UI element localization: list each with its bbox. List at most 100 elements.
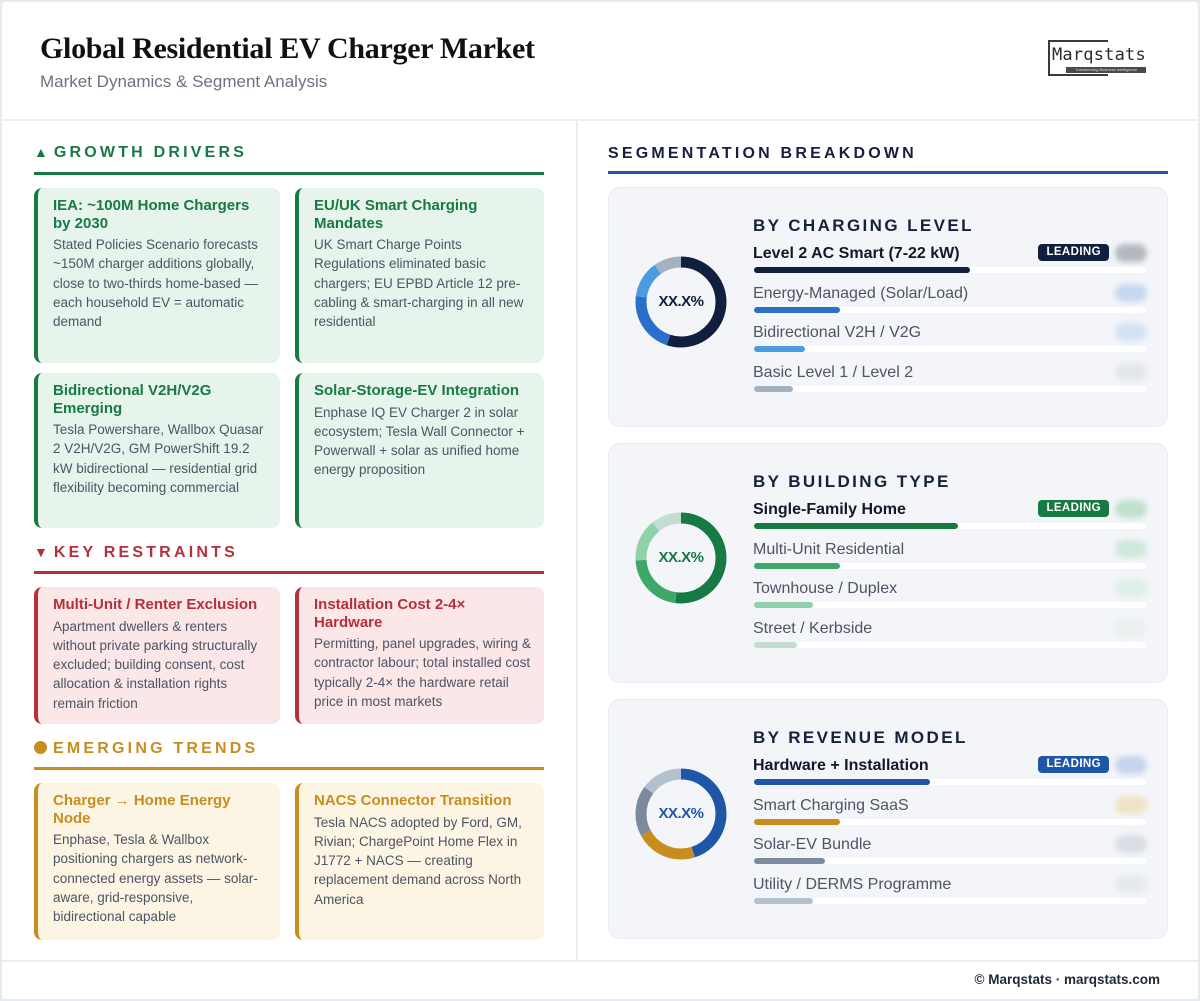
segment-label: Basic Level 1 / Level 2	[753, 364, 914, 382]
key-restraints-heading-text: KEY RESTRAINTS	[53, 544, 238, 561]
segment-label: Hardware + Installation	[753, 757, 929, 774]
segment-bar-track	[754, 346, 1146, 353]
emerging-trends-heading: EMERGING TRENDS	[34, 740, 258, 758]
segment-bar-fill	[754, 602, 813, 609]
footer-credit: © Marqstats · marqstats.com	[974, 972, 1161, 987]
donut-center-value: XX.X%	[658, 549, 704, 566]
segment-bar-track	[754, 523, 1146, 529]
key-restraints-rule	[34, 571, 544, 574]
triangle-up-icon: ▲	[34, 144, 48, 160]
restraint-card: Installation Cost 2-4× Hardware Permitti…	[295, 587, 544, 724]
segment-value-redacted	[1115, 579, 1147, 598]
card-body: Enphase, Tesla & Wallbox positioning cha…	[53, 832, 258, 925]
segment-row: Street / Kerbside	[753, 619, 1147, 659]
panel-title: BY REVENUE MODEL	[753, 728, 968, 747]
growth-drivers-heading-text: GROWTH DRIVERS	[53, 144, 248, 161]
growth-driver-card: Bidirectional V2H/V2G Emerging Tesla Pow…	[34, 373, 280, 528]
segment-row: Energy-Managed (Solar/Load)	[753, 283, 1147, 324]
segment-bar-track	[754, 386, 1146, 393]
segment-bar-track	[754, 779, 1146, 785]
segment-label: Townhouse / Duplex	[753, 580, 898, 598]
panel-title: BY BUILDING TYPE	[753, 472, 951, 491]
growth-drivers-heading: ▲ GROWTH DRIVERS	[34, 144, 247, 162]
donut-center-value: XX.X%	[658, 805, 704, 822]
donut-center-value: XX.X%	[658, 293, 704, 310]
card-body: Tesla NACS adopted by Ford, GM, Rivian; …	[314, 814, 522, 907]
card-title: EU/UK Smart Charging Mandates	[314, 197, 478, 232]
leading-badge: LEADING	[1038, 244, 1109, 261]
page-title: Global Residential EV Charger Market	[40, 32, 535, 65]
segment-bar-fill	[754, 898, 813, 905]
trend-card: NACS Connector Transition Tesla NACS ado…	[295, 783, 544, 940]
segment-row: Smart Charging SaaS	[753, 795, 1147, 836]
segment-bar-track	[754, 602, 1146, 609]
key-restraints-heading: ▼ KEY RESTRAINTS	[34, 544, 238, 562]
segment-row: Basic Level 1 / Level 2	[753, 363, 1147, 403]
segment-row: Level 2 AC Smart (7-22 kW) LEADING	[753, 244, 1147, 284]
growth-driver-card: IEA: ~100M Home Chargers by 2030 Stated …	[34, 188, 280, 363]
segment-label: Utility / DERMS Programme	[753, 876, 952, 894]
emerging-trends-heading-text: EMERGING TRENDS	[53, 740, 259, 757]
segment-bar-fill	[754, 858, 825, 865]
page-subtitle: Market Dynamics & Segment Analysis	[40, 72, 328, 91]
segment-bar-fill	[754, 306, 841, 313]
panel-title: BY CHARGING LEVEL	[753, 216, 974, 235]
segment-bar-fill	[754, 642, 798, 649]
card-title: NACS Connector Transition	[314, 792, 512, 809]
segment-row: Townhouse / Duplex	[753, 579, 1147, 619]
segment-value-redacted	[1115, 363, 1147, 382]
card-title: IEA: ~100M Home Chargers by 2030	[53, 197, 250, 232]
donut-chart	[635, 512, 727, 604]
segment-bar-track	[754, 818, 1146, 825]
card-title: Installation Cost 2-4× Hardware	[314, 596, 466, 631]
segment-value-redacted	[1115, 795, 1147, 814]
segment-row: Bidirectional V2H / V2G	[753, 323, 1147, 363]
segment-bar-fill	[754, 779, 931, 785]
growth-driver-card: EU/UK Smart Charging Mandates UK Smart C…	[295, 188, 544, 363]
segment-bar-track	[754, 562, 1146, 569]
card-body: Apartment dwellers & renters without pri…	[53, 618, 258, 711]
segment-bar-track	[754, 267, 1146, 273]
segment-bar-track	[754, 858, 1146, 865]
segment-row: Multi-Unit Residential	[753, 539, 1147, 580]
segment-label: Level 2 AC Smart (7-22 kW)	[753, 245, 960, 262]
segment-value-redacted	[1115, 283, 1147, 302]
trend-card: Charger → Home Energy Node Enphase, Tesl…	[34, 783, 280, 940]
column-divider	[576, 121, 578, 961]
segment-row: Hardware + Installation LEADING	[753, 756, 1147, 796]
card-title: Solar-Storage-EV Integration	[314, 382, 520, 399]
segment-value-redacted	[1115, 875, 1147, 894]
segment-bar-fill	[754, 523, 958, 529]
segment-row: Solar-EV Bundle	[753, 835, 1147, 875]
growth-drivers-rule	[34, 172, 544, 175]
segment-bar-track	[754, 642, 1146, 649]
segment-label: Street / Kerbside	[753, 620, 873, 638]
segment-value-redacted	[1115, 323, 1147, 342]
segment-value-redacted	[1115, 756, 1147, 774]
segment-rows: Single-Family Home LEADING Multi-Unit Re…	[753, 500, 1147, 659]
growth-driver-card: Solar-Storage-EV Integration Enphase IQ …	[295, 373, 544, 528]
card-title: Bidirectional V2H/V2G Emerging	[53, 382, 212, 417]
segmentation-rule	[608, 171, 1168, 174]
segment-label: Bidirectional V2H / V2G	[753, 324, 922, 342]
segment-rows: Hardware + Installation LEADING Smart Ch…	[753, 756, 1147, 915]
segment-panel-building-type: XX.X% BY BUILDING TYPE Single-Family Hom…	[608, 443, 1168, 683]
card-title: Charger → Home Energy Node	[53, 792, 231, 827]
donut-chart	[635, 768, 727, 860]
card-body: Permitting, panel upgrades, wiring & con…	[314, 636, 531, 709]
card-body: Enphase IQ EV Charger 2 in solar ecosyst…	[314, 404, 525, 478]
segment-bar-track	[754, 306, 1146, 313]
logo-wordmark: Marqstats	[1052, 45, 1146, 65]
segment-bar-fill	[754, 562, 841, 569]
logo-frame	[1048, 40, 1108, 76]
segment-label: Multi-Unit Residential	[753, 540, 905, 558]
segment-panel-charging-level: XX.X% BY CHARGING LEVEL Level 2 AC Smart…	[608, 187, 1168, 427]
segment-bar-track	[754, 898, 1146, 905]
card-body: Stated Policies Scenario forecasts ~150M…	[53, 237, 258, 330]
marqstats-logo: Marqstats Transforming Business Intellig…	[1046, 40, 1164, 76]
card-title: Multi-Unit / Renter Exclusion	[53, 596, 258, 613]
logo-tagline: Transforming Business Intelligence	[1066, 67, 1146, 73]
segment-bar-fill	[754, 386, 794, 393]
segmentation-heading: SEGMENTATION BREAKDOWN	[608, 145, 917, 162]
donut-chart	[635, 256, 727, 348]
